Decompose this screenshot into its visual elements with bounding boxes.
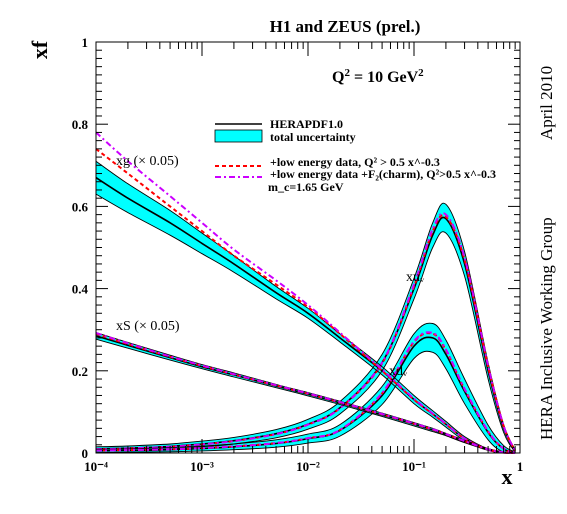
label-xs: xS (× 0.05) bbox=[116, 319, 180, 334]
red-curve-2 bbox=[95, 148, 516, 454]
y-tick-label: 0.4 bbox=[72, 282, 89, 297]
label-xdv: xdᵥ bbox=[389, 364, 408, 379]
band-lower-edge-3 bbox=[95, 338, 516, 454]
legend-label-red: +low energy data, Q² > 0.5 x^-0.3 bbox=[270, 155, 440, 169]
magenta-curve-3 bbox=[95, 332, 516, 454]
pdf-curves bbox=[95, 131, 517, 454]
x-tick-label: 10⁻³ bbox=[190, 459, 214, 474]
legend-note-mc: m_c=1.65 GeV bbox=[268, 180, 344, 194]
x-tick-label: 10⁻² bbox=[296, 459, 320, 474]
uncertainty-bands bbox=[96, 161, 516, 454]
y-tick-label: 0.8 bbox=[72, 117, 89, 132]
x-axis-label: x bbox=[502, 464, 513, 489]
chart-title: H1 and ZEUS (prel.) bbox=[270, 17, 421, 36]
y-axis-label: xf bbox=[27, 40, 52, 59]
y-tick-label: 0 bbox=[82, 446, 89, 461]
central-curve-0 bbox=[95, 216, 516, 452]
x-tick-label: 10⁻¹ bbox=[402, 459, 426, 474]
label-xuv: xuᵥ bbox=[406, 270, 425, 285]
uncertainty-band-2 bbox=[96, 161, 516, 454]
axes: 0 0.2 0.4 0.6 0.8 1 10⁻⁴ 10⁻³ 10⁻² 10⁻¹ 1 bbox=[72, 35, 524, 474]
legend-label-band: total uncertainty bbox=[270, 130, 356, 144]
legend-swatch-band bbox=[214, 129, 263, 143]
magenta-curve-0 bbox=[95, 212, 517, 451]
x-tick-label: 10⁻⁴ bbox=[84, 459, 108, 474]
y-tick-label: 0.2 bbox=[72, 364, 88, 379]
legend: HERAPDF1.0 total uncertainty +low energy… bbox=[214, 117, 496, 194]
y-tick-label: 1 bbox=[82, 35, 89, 50]
uncertainty-band-1 bbox=[96, 323, 516, 454]
side-label-date: April 2010 bbox=[537, 66, 556, 140]
curve-labels: xuᵥ xdᵥ xg (× 0.05) xS (× 0.05) bbox=[116, 154, 425, 379]
legend-label-central: HERAPDF1.0 bbox=[270, 117, 343, 131]
x-tick-label: 1 bbox=[517, 459, 524, 474]
legend-label-magenta: +low energy data +F₂(charm), Q²>0.5 x^-0… bbox=[270, 167, 496, 181]
y-tick-label: 0.6 bbox=[72, 199, 89, 214]
band-lower-edge-0 bbox=[95, 231, 516, 453]
q2-annotation: Q2 = 10 GeV2 bbox=[332, 67, 424, 86]
label-xg: xg (× 0.05) bbox=[116, 154, 179, 169]
side-label-group: HERA Inclusive Working Group bbox=[537, 217, 556, 440]
band-upper-edge-2 bbox=[95, 160, 516, 454]
band-lower-edge-1 bbox=[95, 350, 516, 454]
